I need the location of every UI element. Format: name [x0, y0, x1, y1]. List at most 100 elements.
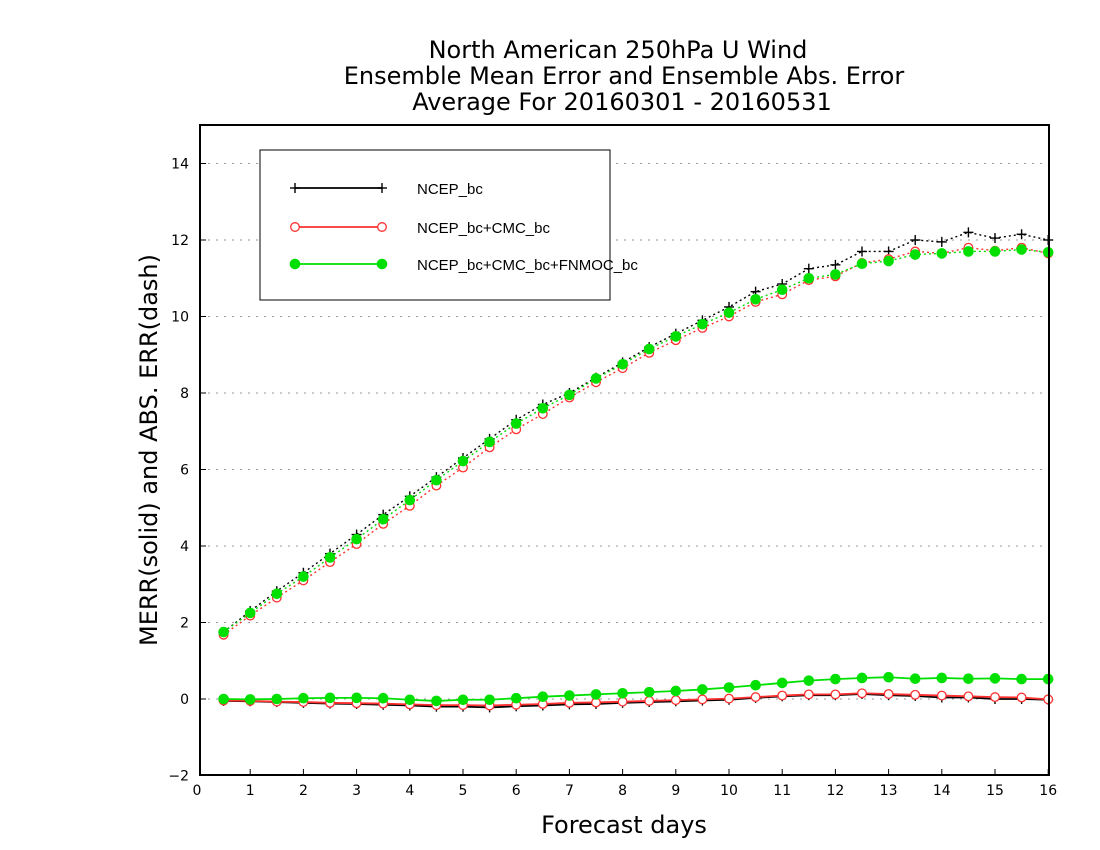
x-tick-label-9: 9: [671, 783, 680, 799]
series-2-mean-point-7: [404, 694, 416, 706]
x-tick-label-15: 15: [986, 783, 1004, 799]
series-2-abs-point-19: [723, 307, 735, 318]
series-2-mean-point-19: [723, 682, 735, 693]
series-2-abs-point-14: [590, 373, 602, 384]
series-1-mean-point-30: [1016, 692, 1027, 703]
series-2-mean-point-29: [989, 673, 1001, 684]
series-layer: [218, 227, 1054, 713]
series-2-mean-point-15: [617, 687, 628, 699]
series-2-mean-point-4: [324, 692, 336, 704]
series-0-abs-point-29: [990, 233, 1000, 244]
series-2-mean-point-5: [351, 692, 362, 704]
series-2-mean-point-0: [218, 693, 229, 705]
series-2-abs-point-5: [351, 533, 362, 545]
series-2-mean-point-12: [537, 691, 549, 703]
series-2-mean-point-6: [377, 692, 389, 704]
series-2-abs-point-18: [697, 318, 708, 330]
series-1-mean-error-line: [223, 692, 1049, 707]
series-2-mean-point-9: [457, 694, 469, 706]
series-2-mean-point-2: [271, 693, 283, 705]
legend-marker-right-0: [377, 183, 387, 193]
series-2-abs-point-1: [244, 607, 256, 619]
series-0-abs-point-27: [936, 236, 947, 247]
x-tick-label-8: 8: [618, 783, 627, 799]
series-2: [218, 244, 1054, 707]
series-2-abs-point-11: [510, 418, 522, 429]
x-tick-label-16: 16: [1039, 783, 1057, 799]
series-1-mean-point-17: [670, 695, 681, 706]
series-1-mean-point-16: [644, 695, 655, 706]
y-tick-label-6: 6: [180, 463, 189, 479]
x-tick-label-13: 13: [880, 783, 898, 799]
y-axis-label: MERR(solid) and ABS. ERR(dash): [135, 254, 163, 646]
series-1-mean-point-19: [724, 693, 734, 704]
series-0-abs-point-24: [857, 246, 867, 257]
series-2-mean-point-14: [590, 689, 602, 700]
series-2-mean-point-13: [564, 690, 575, 701]
series-1-mean-point-23: [830, 689, 841, 700]
series-2-abs-point-2: [271, 588, 283, 600]
y-tick-label-0: 0: [180, 692, 189, 708]
x-tick-label-7: 7: [565, 783, 574, 799]
y-tick-label-4: 4: [180, 539, 189, 555]
series-2-abs-point-7: [404, 494, 416, 506]
series-2-mean-point-3: [298, 692, 309, 704]
series-2-abs-point-12: [537, 403, 549, 414]
legend-label-2: NCEP_bc+CMC_bc+FNMOC_bc: [417, 257, 638, 274]
series-2-abs-point-27: [936, 248, 948, 259]
x-tick-label-6: 6: [512, 783, 521, 799]
legend-entry-0: NCEP_bc: [290, 181, 483, 198]
x-axis-label: Forecast days: [541, 811, 707, 839]
series-2-abs-point-10: [484, 436, 495, 448]
y-tick-label-12: 12: [171, 233, 189, 249]
series-2-abs-point-6: [377, 513, 389, 525]
legend-label-1: NCEP_bc+CMC_bc: [417, 220, 550, 237]
series-2-mean-point-27: [936, 672, 948, 684]
x-tick-label-0: 0: [193, 783, 202, 799]
series-2-abs-point-29: [989, 246, 1001, 257]
title-line-2: Ensemble Mean Error and Ensemble Abs. Er…: [344, 62, 905, 90]
series-2-abs-error-line: [223, 248, 1049, 633]
legend-marker-left-2: [289, 258, 301, 270]
series-0-abs-error-line: [223, 231, 1049, 633]
series-2-abs-point-15: [617, 359, 628, 370]
y-tick-label-2: 2: [180, 616, 189, 632]
series-2-abs-point-17: [670, 331, 682, 342]
legend-entry-1: NCEP_bc+CMC_bc: [290, 220, 550, 237]
series-2-abs-point-3: [298, 571, 309, 582]
series-0-abs-point-28: [963, 227, 974, 238]
series-2-abs-point-8: [431, 474, 442, 486]
series-1-mean-point-29: [990, 692, 1000, 703]
series-2-abs-point-16: [643, 343, 655, 355]
series-2-abs-point-13: [564, 389, 575, 401]
series-1-mean-point-26: [910, 689, 921, 700]
series-1-mean-point-28: [963, 691, 974, 702]
series-2-mean-point-17: [670, 685, 682, 697]
series-2-abs-point-9: [457, 455, 469, 467]
legend-entries: NCEP_bc NCEP_bc+CMC_bc NCEP_bc+CMC_bc+FNMO…: [289, 181, 638, 274]
x-axis: 0 1 2 3 4 5 6 7 8 9 10 11 12 13 14 15 16: [193, 769, 1057, 799]
series-2-mean-point-1: [244, 694, 256, 705]
series-1-mean-point-18: [697, 694, 708, 705]
series-2-mean-point-8: [431, 695, 442, 707]
title-line-3: Average For 20160301 - 20160531: [412, 88, 832, 116]
series-2-mean-point-30: [1016, 673, 1027, 685]
x-tick-label-5: 5: [459, 783, 468, 799]
series-2-mean-point-23: [830, 673, 841, 685]
x-tick-label-2: 2: [299, 783, 308, 799]
series-2-mean-point-16: [643, 686, 655, 698]
x-tick-label-11: 11: [773, 783, 791, 799]
legend-box: [259, 149, 611, 301]
series-1: [218, 242, 1054, 711]
title-line-1: North American 250hPa U Wind: [429, 36, 808, 64]
x-tick-label-10: 10: [720, 783, 738, 799]
y-axis: −2 0 2 4 6 8 10 12 14: [168, 157, 206, 785]
series-1-mean-point-24: [857, 688, 867, 699]
legend-label-0: NCEP_bc: [417, 181, 483, 198]
series-2-abs-point-4: [324, 552, 336, 563]
series-2-abs-point-0: [218, 626, 229, 638]
x-tick-label-14: 14: [933, 783, 951, 799]
series-1-mean-point-21: [777, 690, 788, 701]
x-tick-label-12: 12: [826, 783, 844, 799]
